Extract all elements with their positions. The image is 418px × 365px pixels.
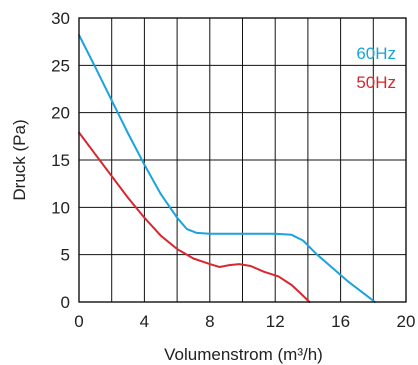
y-tick-label: 15 <box>51 151 70 170</box>
y-tick-label: 25 <box>51 56 70 75</box>
series-line-50hz <box>78 131 311 303</box>
x-tick-label: 12 <box>266 312 285 331</box>
y-tick-label: 0 <box>61 293 70 312</box>
x-tick-label: 0 <box>74 312 83 331</box>
x-axis-title: Volumenstrom (m³/h) <box>164 345 323 364</box>
legend-label-50hz: 50Hz <box>356 73 396 92</box>
legend: 60Hz 50Hz <box>356 44 396 92</box>
series-line-60hz <box>78 34 376 303</box>
y-tick-label: 20 <box>51 104 70 123</box>
plot-frame <box>78 17 407 303</box>
x-tick-label: 20 <box>397 312 416 331</box>
y-axis-title: Druck (Pa) <box>10 119 29 200</box>
series-lines <box>78 34 376 303</box>
y-axis-ticks: 0 5 10 15 20 25 30 <box>51 9 70 312</box>
x-axis-ticks: 0 4 8 12 16 20 <box>74 312 415 331</box>
grid-lines <box>79 17 407 302</box>
x-tick-label: 4 <box>140 312 149 331</box>
y-tick-label: 30 <box>51 9 70 28</box>
x-tick-label: 8 <box>205 312 214 331</box>
y-tick-label: 10 <box>51 198 70 217</box>
legend-label-60hz: 60Hz <box>356 44 396 63</box>
x-tick-label: 16 <box>331 312 350 331</box>
y-tick-label: 5 <box>61 246 70 265</box>
